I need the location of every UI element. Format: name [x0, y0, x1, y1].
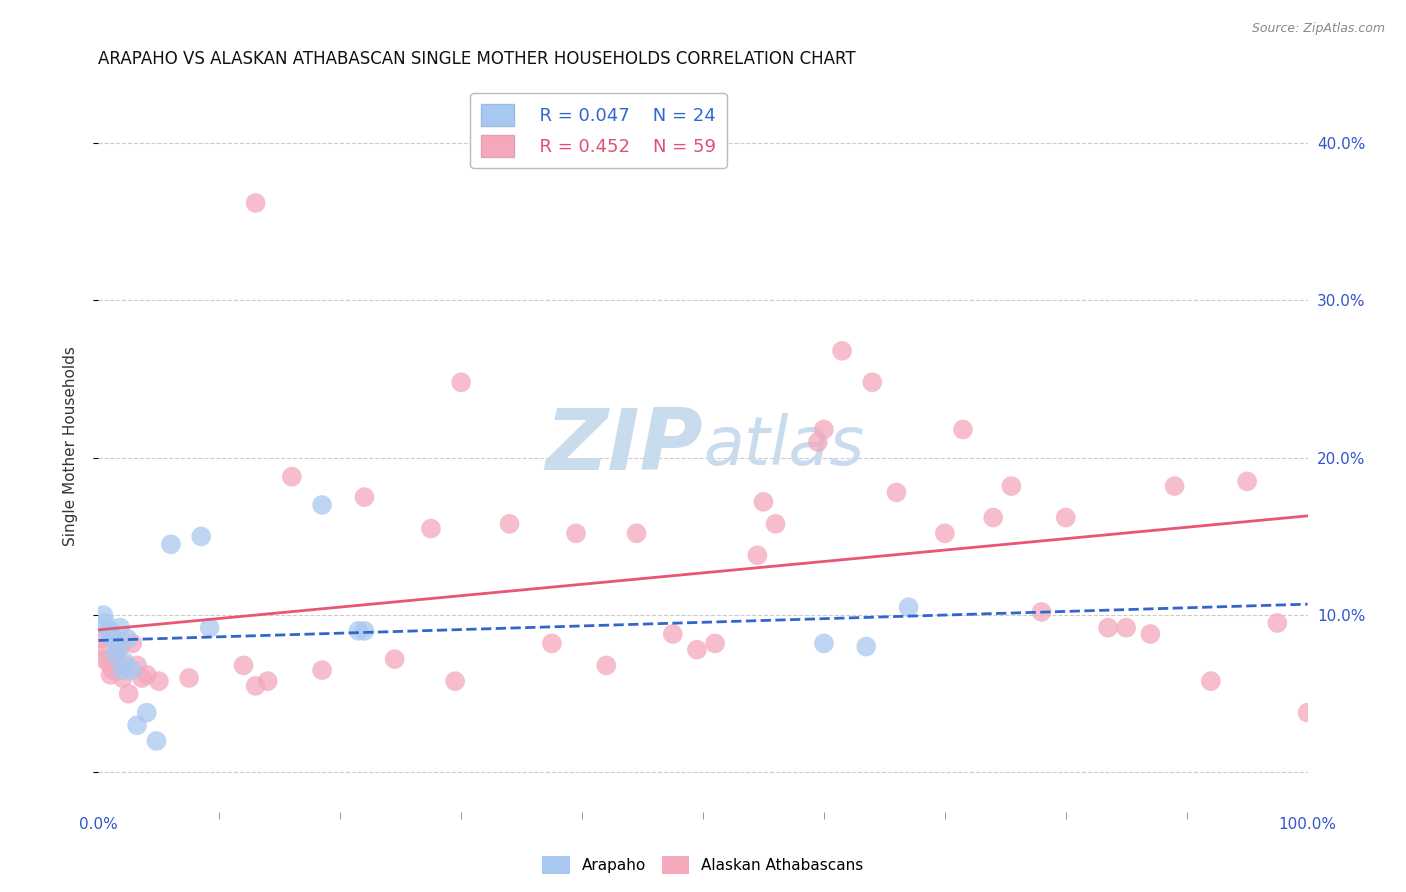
Alaskan Athabascans: [752, 495, 775, 509]
Arapaho: [114, 655, 136, 669]
Arapaho: [353, 624, 375, 638]
Alaskan Athabascans: [1163, 479, 1185, 493]
Alaskan Athabascans: [93, 652, 115, 666]
Alaskan Athabascans: [1115, 621, 1137, 635]
Arapaho: [94, 615, 117, 630]
Alaskan Athabascans: [661, 627, 683, 641]
Alaskan Athabascans: [135, 668, 157, 682]
Arapaho: [813, 636, 835, 650]
Arapaho: [855, 640, 877, 654]
Arapaho: [111, 663, 134, 677]
Alaskan Athabascans: [686, 642, 709, 657]
Arapaho: [91, 608, 114, 623]
Alaskan Athabascans: [179, 671, 201, 685]
Alaskan Athabascans: [626, 526, 648, 541]
Alaskan Athabascans: [860, 376, 883, 390]
Alaskan Athabascans: [540, 636, 562, 650]
Alaskan Athabascans: [97, 655, 120, 669]
Arapaho: [190, 529, 212, 543]
Alaskan Athabascans: [1267, 615, 1289, 630]
Alaskan Athabascans: [107, 658, 129, 673]
Alaskan Athabascans: [934, 526, 956, 541]
Alaskan Athabascans: [104, 648, 127, 662]
Alaskan Athabascans: [127, 658, 149, 673]
Alaskan Athabascans: [111, 671, 134, 685]
Alaskan Athabascans: [565, 526, 588, 541]
Arapaho: [347, 624, 370, 638]
Arapaho: [127, 718, 149, 732]
Alaskan Athabascans: [1296, 706, 1319, 720]
Arapaho: [100, 624, 122, 638]
Arapaho: [104, 648, 127, 662]
Alaskan Athabascans: [114, 658, 136, 673]
Y-axis label: Single Mother Households: Single Mother Households: [63, 346, 77, 546]
Alaskan Athabascans: [131, 671, 153, 685]
Arapaho: [160, 537, 183, 551]
Alaskan Athabascans: [256, 674, 278, 689]
Alaskan Athabascans: [245, 679, 267, 693]
Alaskan Athabascans: [981, 510, 1004, 524]
Text: ZIP: ZIP: [546, 404, 703, 488]
Alaskan Athabascans: [831, 343, 853, 358]
Legend:   R = 0.047    N = 24,   R = 0.452    N = 59: R = 0.047 N = 24, R = 0.452 N = 59: [470, 93, 727, 168]
Alaskan Athabascans: [1097, 621, 1119, 635]
Alaskan Athabascans: [1236, 475, 1258, 489]
Alaskan Athabascans: [1139, 627, 1161, 641]
Legend: Arapaho, Alaskan Athabascans: Arapaho, Alaskan Athabascans: [536, 850, 870, 880]
Alaskan Athabascans: [384, 652, 406, 666]
Alaskan Athabascans: [813, 422, 835, 436]
Alaskan Athabascans: [807, 435, 830, 450]
Alaskan Athabascans: [108, 640, 131, 654]
Alaskan Athabascans: [1031, 605, 1053, 619]
Alaskan Athabascans: [232, 658, 254, 673]
Alaskan Athabascans: [118, 687, 141, 701]
Alaskan Athabascans: [1054, 510, 1077, 524]
Alaskan Athabascans: [353, 490, 375, 504]
Arapaho: [121, 663, 143, 677]
Alaskan Athabascans: [96, 642, 118, 657]
Alaskan Athabascans: [450, 376, 472, 390]
Alaskan Athabascans: [100, 668, 122, 682]
Alaskan Athabascans: [765, 516, 787, 531]
Arapaho: [97, 624, 120, 638]
Arapaho: [108, 621, 131, 635]
Alaskan Athabascans: [595, 658, 617, 673]
Alaskan Athabascans: [420, 522, 443, 536]
Text: atlas: atlas: [703, 413, 865, 479]
Alaskan Athabascans: [704, 636, 727, 650]
Arapaho: [117, 632, 139, 646]
Alaskan Athabascans: [281, 469, 304, 483]
Alaskan Athabascans: [1000, 479, 1022, 493]
Alaskan Athabascans: [498, 516, 520, 531]
Text: Source: ZipAtlas.com: Source: ZipAtlas.com: [1251, 22, 1385, 36]
Arapaho: [101, 632, 124, 646]
Arapaho: [198, 621, 221, 635]
Arapaho: [135, 706, 157, 720]
Alaskan Athabascans: [245, 196, 267, 211]
Alaskan Athabascans: [952, 422, 974, 436]
Alaskan Athabascans: [311, 663, 333, 677]
Alaskan Athabascans: [121, 636, 143, 650]
Text: ARAPAHO VS ALASKAN ATHABASCAN SINGLE MOTHER HOUSEHOLDS CORRELATION CHART: ARAPAHO VS ALASKAN ATHABASCAN SINGLE MOT…: [98, 50, 856, 68]
Alaskan Athabascans: [886, 485, 908, 500]
Alaskan Athabascans: [91, 632, 114, 646]
Alaskan Athabascans: [101, 663, 124, 677]
Arapaho: [107, 640, 129, 654]
Arapaho: [897, 600, 920, 615]
Alaskan Athabascans: [1199, 674, 1222, 689]
Arapaho: [311, 498, 333, 512]
Alaskan Athabascans: [747, 549, 769, 563]
Arapaho: [145, 734, 167, 748]
Alaskan Athabascans: [148, 674, 170, 689]
Alaskan Athabascans: [444, 674, 467, 689]
